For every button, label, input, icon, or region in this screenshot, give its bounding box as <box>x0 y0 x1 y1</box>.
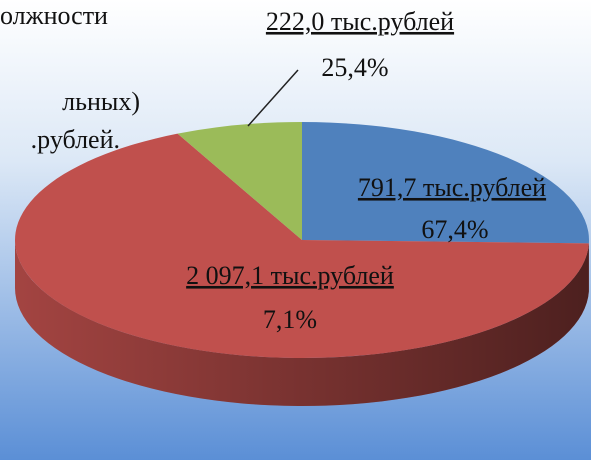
percent-label: 25,4% <box>321 53 388 82</box>
percent-label: 7,1% <box>263 305 317 334</box>
cut-text: олжности <box>0 1 108 30</box>
leader-line <box>247 69 299 127</box>
cut-text: льных) <box>62 87 140 116</box>
data-label: 2 097,1 тыс.рублей <box>186 261 394 290</box>
slice <box>15 133 589 358</box>
cut-text: .рублей. <box>31 125 120 154</box>
slice <box>177 122 302 240</box>
slice-side-shade <box>15 240 589 407</box>
pie <box>15 122 589 407</box>
percent-label: 67,4% <box>421 215 488 244</box>
data-label: 791,7 тыс.рублей <box>358 173 546 202</box>
slice <box>302 122 589 244</box>
data-label: 222,0 тыс.рублей <box>266 7 454 36</box>
